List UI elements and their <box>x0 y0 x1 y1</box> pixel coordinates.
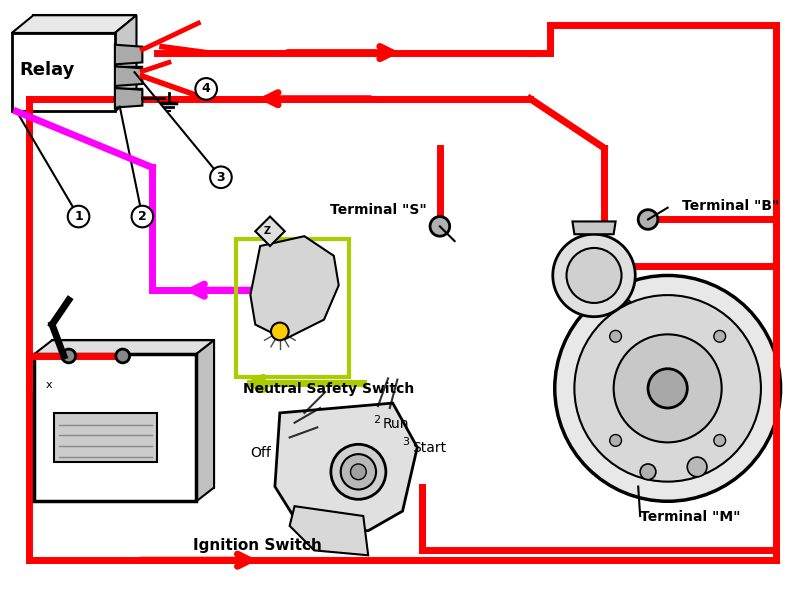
Text: 3: 3 <box>402 437 410 448</box>
Text: Terminal "M": Terminal "M" <box>640 510 741 524</box>
Polygon shape <box>34 340 214 354</box>
Polygon shape <box>573 221 616 234</box>
Text: x: x <box>46 380 53 391</box>
Polygon shape <box>52 340 214 488</box>
Circle shape <box>566 248 622 303</box>
Circle shape <box>554 275 781 501</box>
Text: Z: Z <box>263 226 270 236</box>
Circle shape <box>195 78 217 100</box>
Circle shape <box>610 434 622 446</box>
Circle shape <box>638 209 658 229</box>
Polygon shape <box>275 403 418 531</box>
Circle shape <box>331 445 386 499</box>
Text: Terminal "B": Terminal "B" <box>682 199 780 212</box>
Polygon shape <box>115 15 137 112</box>
Polygon shape <box>255 217 285 246</box>
Polygon shape <box>250 236 338 339</box>
Circle shape <box>62 349 76 363</box>
Polygon shape <box>115 67 142 86</box>
Circle shape <box>614 334 722 442</box>
Circle shape <box>116 349 130 363</box>
Polygon shape <box>290 506 368 555</box>
Circle shape <box>648 369 687 408</box>
Text: Relay: Relay <box>20 61 75 79</box>
Circle shape <box>640 464 656 479</box>
Circle shape <box>610 331 622 342</box>
Polygon shape <box>115 88 142 107</box>
Polygon shape <box>34 354 196 501</box>
Polygon shape <box>609 290 634 305</box>
Circle shape <box>341 454 376 490</box>
Polygon shape <box>12 15 137 33</box>
Text: Off: Off <box>250 446 271 460</box>
Circle shape <box>210 166 232 188</box>
Text: 3: 3 <box>217 171 226 184</box>
Polygon shape <box>196 340 214 501</box>
Circle shape <box>687 457 707 477</box>
Text: Start: Start <box>412 441 446 455</box>
Polygon shape <box>34 15 137 94</box>
Circle shape <box>714 434 726 446</box>
Circle shape <box>131 206 153 227</box>
Bar <box>236 239 349 377</box>
Text: Terminal "S": Terminal "S" <box>330 203 427 217</box>
Text: 1: 1 <box>74 210 83 223</box>
Text: 4: 4 <box>202 82 210 95</box>
Text: 2: 2 <box>373 415 380 425</box>
Text: Neutral Safety Switch: Neutral Safety Switch <box>243 382 414 396</box>
Circle shape <box>430 217 450 236</box>
Text: Run: Run <box>383 416 410 431</box>
Circle shape <box>574 295 761 482</box>
Circle shape <box>714 331 726 342</box>
Circle shape <box>271 323 289 340</box>
Bar <box>54 413 157 462</box>
Circle shape <box>553 234 635 317</box>
Text: Ignition Switch: Ignition Switch <box>193 538 322 553</box>
Polygon shape <box>115 45 142 64</box>
Circle shape <box>68 206 90 227</box>
Circle shape <box>350 464 366 479</box>
Polygon shape <box>12 33 115 112</box>
Text: 2: 2 <box>138 210 146 223</box>
